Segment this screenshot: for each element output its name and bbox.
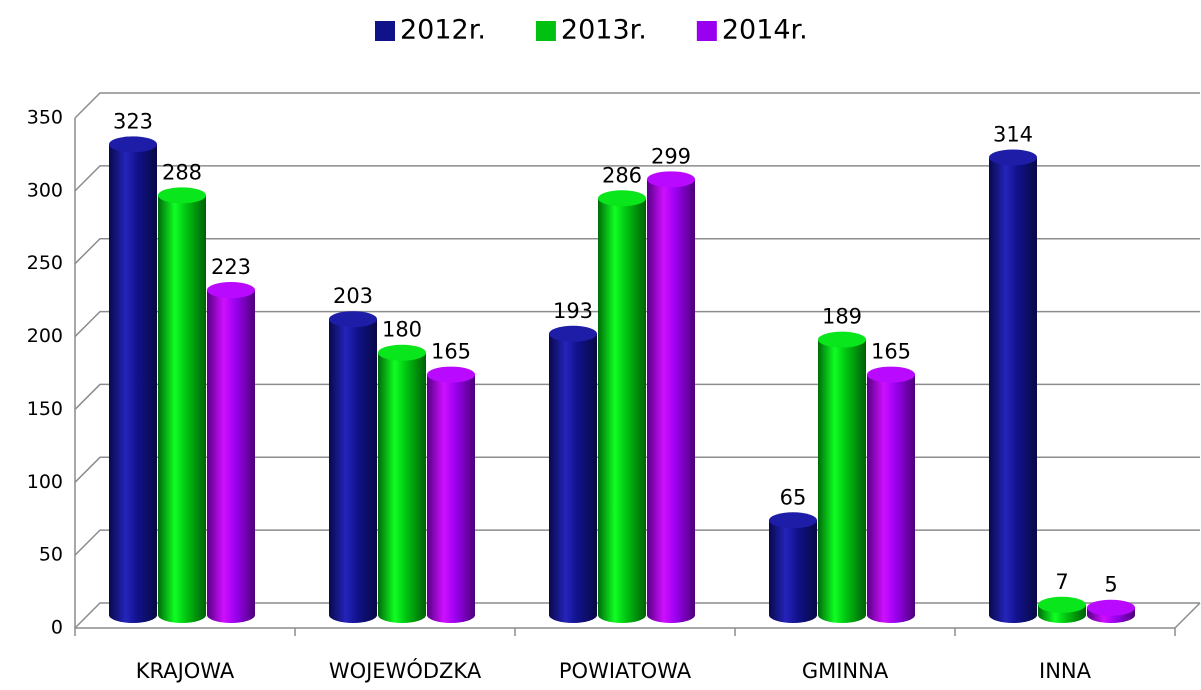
x-tick-label: GMINNA	[802, 659, 889, 683]
bar-body	[109, 144, 157, 624]
bar	[378, 344, 426, 623]
data-label: 314	[993, 122, 1033, 146]
y-tick-label: 100	[27, 471, 63, 493]
bar	[1087, 599, 1135, 623]
bar-top	[549, 325, 597, 342]
data-label: 286	[602, 163, 642, 187]
bar-top	[427, 366, 475, 383]
bar-top	[1038, 596, 1086, 613]
legend-label: 2013r.	[561, 15, 647, 46]
data-label: 165	[871, 340, 911, 364]
legend-swatch	[535, 21, 556, 41]
y-tick-label: 50	[39, 544, 63, 566]
x-tick-label: WOJEWÓDZKA	[329, 658, 482, 683]
bar	[598, 190, 646, 623]
bar-body	[427, 374, 475, 623]
bar	[549, 325, 597, 623]
y-tick-label: 350	[27, 107, 63, 129]
y-tick-label: 150	[27, 398, 63, 420]
y-tick-label: 300	[27, 179, 63, 201]
bar	[329, 311, 377, 623]
data-label: 223	[211, 255, 251, 279]
floor-edge	[1174, 602, 1201, 629]
x-tick-label: POWIATOWA	[559, 659, 692, 683]
bar-body	[769, 520, 817, 623]
bar-top	[109, 136, 157, 153]
bar-body	[378, 352, 426, 623]
bar-top	[769, 512, 817, 529]
x-tick-label: KRAJOWA	[136, 659, 235, 683]
data-label: 323	[113, 109, 153, 133]
grid-line	[74, 310, 1200, 338]
data-label: 193	[553, 299, 593, 323]
x-tick-label: INNA	[1039, 659, 1092, 683]
data-label: 288	[162, 160, 202, 184]
bar-body	[329, 319, 377, 623]
data-label: 65	[780, 485, 807, 509]
y-tick-label: 0	[51, 617, 63, 639]
data-label: 165	[431, 340, 471, 364]
bar	[989, 149, 1037, 623]
grid-line	[74, 165, 1200, 192]
bar-body	[867, 374, 915, 623]
y-tick-label: 250	[27, 252, 63, 274]
bar	[207, 282, 255, 623]
bar-body	[207, 290, 255, 623]
bar	[867, 366, 915, 623]
bar-top	[158, 187, 206, 204]
bar-top	[867, 366, 915, 383]
bar	[158, 187, 206, 624]
bar-body	[158, 195, 206, 624]
legend-swatch	[696, 21, 717, 41]
y-tick-label: 200	[27, 325, 63, 347]
bar	[1038, 596, 1086, 623]
bar	[818, 331, 866, 623]
grid-line	[74, 237, 1200, 265]
bar	[769, 512, 817, 623]
legend-label: 2012r.	[400, 15, 486, 46]
bar-body	[549, 333, 597, 623]
bar-top	[818, 331, 866, 348]
bar-top	[647, 171, 695, 188]
bar-top	[329, 311, 377, 328]
grid-line	[74, 92, 1200, 119]
bar-top	[207, 282, 255, 299]
data-label: 189	[822, 305, 862, 329]
bar-body	[647, 179, 695, 624]
data-label: 7	[1055, 570, 1068, 594]
data-label: 299	[651, 144, 691, 168]
legend-label: 2014r.	[722, 15, 808, 46]
bar	[109, 136, 157, 624]
legend-swatch	[375, 21, 395, 41]
data-label: 180	[382, 318, 422, 342]
data-label: 203	[333, 284, 373, 308]
bar-body	[818, 339, 866, 623]
bar-body	[989, 157, 1037, 623]
bar-body	[598, 198, 646, 623]
bar	[427, 366, 475, 623]
bar-top	[598, 190, 646, 207]
bar-top	[1087, 599, 1135, 616]
data-label: 5	[1104, 573, 1117, 597]
bar	[647, 171, 695, 624]
bar-top	[378, 344, 426, 361]
bar-top	[989, 149, 1037, 166]
